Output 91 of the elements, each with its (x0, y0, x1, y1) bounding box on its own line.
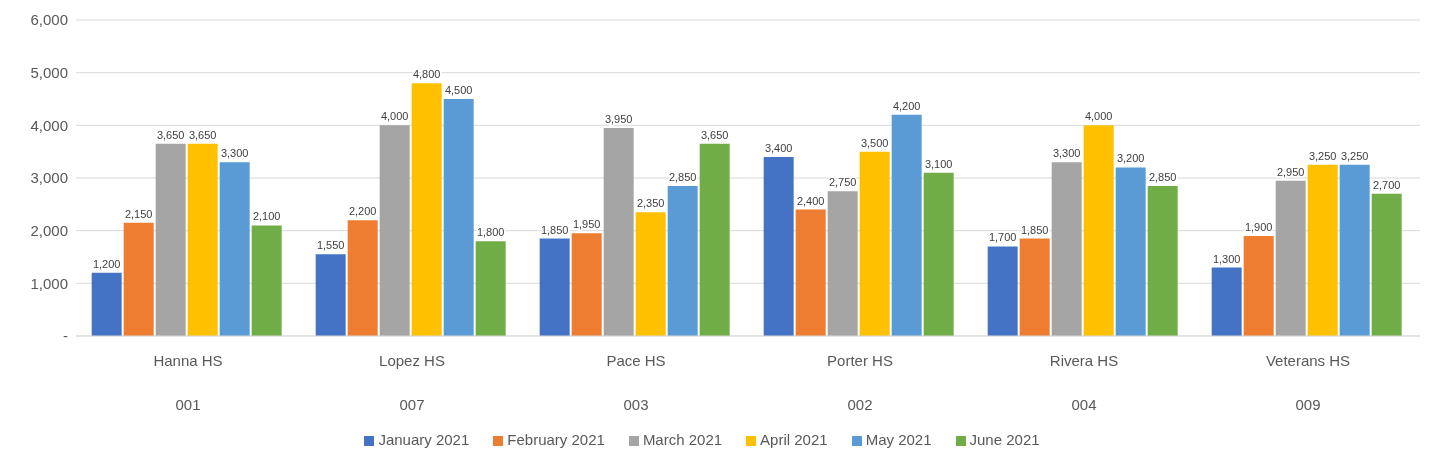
data-label: 2,750 (828, 176, 857, 189)
data-label: 3,300 (220, 147, 249, 160)
category-label: Porter HS 002 (827, 352, 893, 413)
data-label: 1,850 (1020, 223, 1049, 236)
data-label: 3,650 (700, 128, 729, 141)
data-label: 4,000 (380, 110, 409, 123)
data-label: 3,650 (156, 128, 185, 141)
bar (1115, 167, 1146, 336)
data-label: 1,550 (316, 239, 345, 252)
bar (635, 212, 666, 336)
data-label: 3,250 (1308, 149, 1337, 162)
data-label: 4,500 (444, 84, 473, 96)
bar (1339, 164, 1370, 336)
y-tick-label: 4,000 (30, 116, 68, 134)
bar (539, 238, 570, 336)
data-label: 2,100 (252, 210, 281, 223)
bar (667, 185, 698, 336)
category-label: Veterans HS 009 (1265, 352, 1351, 413)
bar (91, 272, 122, 336)
data-label: 2,950 (1276, 165, 1305, 178)
bar (1083, 125, 1114, 336)
data-label: 3,400 (764, 141, 793, 154)
category-label: Rivera HS 004 (1049, 352, 1119, 413)
data-label: 1,300 (1212, 252, 1241, 265)
data-label: 3,300 (1052, 147, 1081, 160)
data-label: 4,800 (412, 68, 441, 81)
data-label: 1,700 (988, 231, 1017, 244)
bar (475, 241, 506, 336)
bar (219, 162, 250, 336)
bar (347, 220, 378, 336)
bar (1243, 235, 1274, 336)
data-label: 3,100 (924, 157, 953, 170)
data-label: 2,150 (124, 207, 153, 220)
bar (923, 172, 954, 336)
bar (411, 83, 442, 336)
bar (1307, 164, 1338, 336)
bar (763, 156, 794, 336)
bar (1211, 267, 1242, 336)
bar (443, 99, 474, 336)
bar (571, 233, 602, 336)
bar (603, 127, 634, 336)
y-tick-label: - (63, 327, 68, 345)
y-tick-label: 6,000 (30, 11, 68, 29)
legend-label: March 2021 (642, 431, 723, 448)
bar (987, 246, 1018, 336)
legend-label: June 2021 (969, 431, 1040, 448)
data-label: 1,900 (1244, 220, 1273, 233)
bar (1371, 193, 1402, 336)
legend-label: February 2021 (507, 431, 605, 448)
y-tick-label: 1,000 (30, 274, 68, 292)
bar (795, 209, 826, 336)
bar (1019, 238, 1050, 336)
bar (1051, 162, 1082, 336)
bar (859, 151, 890, 336)
bar (123, 222, 154, 336)
bar (155, 143, 186, 336)
data-label: 4,200 (892, 99, 921, 112)
data-label: 3,500 (860, 136, 889, 149)
data-label: 2,850 (668, 170, 697, 183)
bar (315, 254, 346, 336)
bar (827, 191, 858, 336)
bar (379, 125, 410, 336)
data-label: 3,650 (188, 128, 217, 141)
data-label: 4,000 (1084, 110, 1113, 123)
category-label: Lopez HS 007 (379, 352, 445, 413)
bar (699, 143, 730, 336)
y-tick-label: 3,000 (30, 169, 68, 187)
legend-label: April 2021 (760, 431, 828, 448)
data-label: 2,350 (636, 197, 665, 210)
y-tick-label: 2,000 (30, 221, 68, 239)
category-label: Hanna HS 001 (153, 352, 223, 413)
data-label: 2,700 (1372, 178, 1401, 191)
data-label: 2,850 (1148, 170, 1177, 183)
data-label: 3,950 (604, 112, 633, 125)
data-label: 3,250 (1340, 149, 1369, 162)
y-tick-label: 5,000 (30, 63, 68, 81)
bar (1275, 180, 1306, 336)
data-label: 2,400 (796, 194, 825, 207)
legend-label: May 2021 (865, 431, 932, 448)
data-label: 1,200 (92, 257, 121, 270)
category-label: Pace HS 003 (606, 352, 666, 413)
bar (891, 114, 922, 336)
data-label: 1,800 (476, 226, 505, 239)
bar (251, 225, 282, 336)
data-label: 2,200 (348, 205, 377, 218)
data-label: 1,950 (572, 218, 601, 231)
legend-label: January 2021 (378, 431, 470, 448)
bar (1147, 185, 1178, 336)
data-label: 1,850 (540, 223, 569, 236)
bar (187, 143, 218, 336)
data-label: 3,200 (1116, 152, 1145, 165)
